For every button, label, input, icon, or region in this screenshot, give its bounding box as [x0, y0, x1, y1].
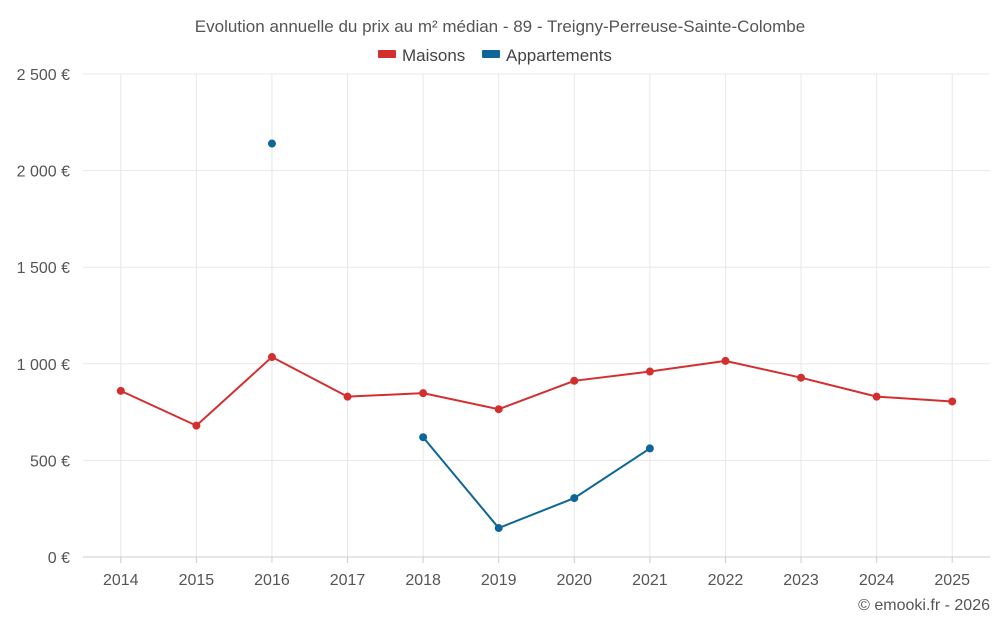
data-point-maisons-2022[interactable] — [721, 356, 730, 365]
y-tick-label: 2 000 € — [17, 164, 70, 181]
y-tick-label: 0 € — [48, 550, 70, 567]
data-point-maisons-2021[interactable] — [645, 367, 654, 376]
data-point-maisons-2023[interactable] — [797, 373, 806, 382]
series-appartements — [267, 139, 654, 533]
legend: Maisons Appartements — [378, 46, 612, 65]
data-point-maisons-2014[interactable] — [116, 386, 125, 395]
data-point-maisons-2024[interactable] — [872, 392, 881, 401]
data-point-maisons-2017[interactable] — [343, 392, 352, 401]
x-tick-label: 2018 — [405, 572, 441, 589]
legend-swatch-maisons — [378, 50, 396, 58]
y-tick-label: 2 500 € — [17, 67, 70, 84]
data-point-appartements-2016[interactable] — [267, 139, 276, 148]
x-tick-label: 2023 — [783, 572, 819, 589]
x-tick-label: 2016 — [254, 572, 290, 589]
x-tick-label: 2024 — [859, 572, 895, 589]
legend-label-maisons: Maisons — [402, 46, 465, 65]
data-point-maisons-2016[interactable] — [267, 353, 276, 362]
legend-label-appartements: Appartements — [506, 46, 612, 65]
plot-area — [116, 139, 957, 533]
x-tick-label: 2015 — [179, 572, 215, 589]
data-point-maisons-2019[interactable] — [494, 405, 503, 414]
series-maisons — [116, 353, 957, 430]
x-tick-label: 2025 — [934, 572, 970, 589]
data-point-appartements-2021[interactable] — [645, 444, 654, 453]
data-point-maisons-2015[interactable] — [192, 421, 201, 430]
series-line-maisons — [120, 355, 953, 427]
x-tick-label: 2017 — [330, 572, 366, 589]
data-point-maisons-2025[interactable] — [948, 397, 957, 406]
chart-title: Evolution annuelle du prix au m² médian … — [195, 17, 805, 36]
data-point-maisons-2018[interactable] — [419, 389, 428, 398]
y-tick-label: 500 € — [30, 453, 70, 470]
x-tick-label: 2019 — [481, 572, 517, 589]
series-line-appartements — [422, 436, 651, 530]
x-tick-label: 2021 — [632, 572, 668, 589]
data-point-appartements-2019[interactable] — [494, 524, 503, 533]
legend-item-appartements[interactable]: Appartements — [482, 46, 612, 65]
x-tick-label: 2020 — [556, 572, 592, 589]
credit-text: © emooki.fr - 2026 — [858, 597, 990, 614]
data-point-maisons-2020[interactable] — [570, 376, 579, 385]
axes: 0 € 500 € 1 000 € 1 500 € 2 000 € 2 500 € 2014… — [17, 67, 990, 589]
legend-item-maisons[interactable]: Maisons — [378, 46, 465, 65]
y-tick-label: 1 000 € — [17, 357, 70, 374]
data-point-appartements-2020[interactable] — [570, 494, 579, 503]
x-tick-label: 2014 — [103, 572, 139, 589]
grid — [83, 73, 990, 557]
legend-swatch-appartements — [482, 50, 500, 58]
y-tick-label: 1 500 € — [17, 260, 70, 277]
x-tick-label: 2022 — [708, 572, 744, 589]
data-point-appartements-2018[interactable] — [419, 433, 428, 442]
